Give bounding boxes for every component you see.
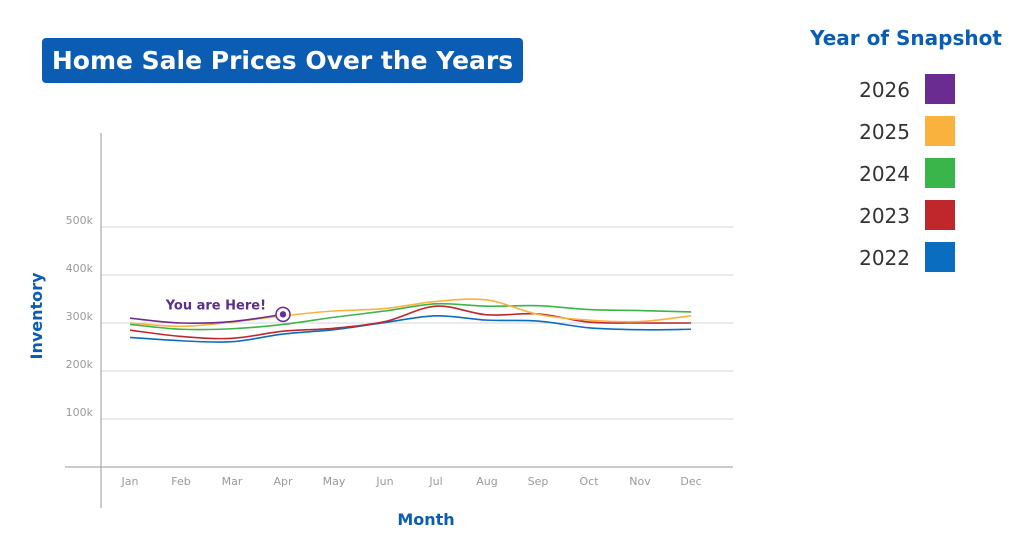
legend-item-2024: 2024 xyxy=(850,158,960,190)
y-tick-label: 300k xyxy=(66,310,94,323)
x-tick-label: Jun xyxy=(375,475,393,488)
y-tick-label: 400k xyxy=(66,262,94,275)
legend-swatch xyxy=(925,158,955,188)
legend-label: 2022 xyxy=(859,246,910,270)
x-tick-label: Apr xyxy=(273,475,293,488)
x-axis-title: Month xyxy=(397,510,454,529)
legend-swatch xyxy=(925,242,955,272)
x-tick-label: Aug xyxy=(476,475,497,488)
legend-label: 2026 xyxy=(859,78,910,102)
legend-item-2022: 2022 xyxy=(850,242,960,274)
you-are-here-label: You are Here! xyxy=(165,298,266,313)
y-tick-label: 500k xyxy=(66,214,94,227)
legend-item-2023: 2023 xyxy=(850,200,960,232)
x-tick-label: Dec xyxy=(680,475,701,488)
x-tick-label: Jan xyxy=(121,475,139,488)
line-chart: 100k 200k 300k 400k 500k Jan Feb Mar Apr May Jun Ju… xyxy=(27,133,733,529)
legend-item-2025: 2025 xyxy=(850,116,960,148)
y-axis-title: Inventory xyxy=(27,272,46,360)
series-line-2023 xyxy=(129,305,692,340)
series-lines xyxy=(129,298,692,343)
tick-labels: 100k 200k 300k 400k 500k Jan Feb Mar Apr May Jun Ju… xyxy=(66,214,702,488)
axes xyxy=(65,133,733,508)
legend-swatch xyxy=(925,200,955,230)
y-tick-label: 200k xyxy=(66,358,94,371)
series-line-2026 xyxy=(129,313,284,325)
annotation: You are Here! xyxy=(165,298,291,323)
chart-title: Home Sale Prices Over the Years xyxy=(42,38,523,83)
x-tick-label: Feb xyxy=(171,475,190,488)
x-tick-label: May xyxy=(323,475,346,488)
x-tick-label: Sep xyxy=(528,475,549,488)
x-tick-label: Nov xyxy=(629,475,651,488)
legend-label: 2024 xyxy=(859,162,910,186)
legend-swatch xyxy=(925,116,955,146)
legend-item-2026: 2026 xyxy=(850,74,960,106)
legend-label: 2023 xyxy=(859,204,910,228)
legend-label: 2025 xyxy=(859,120,910,144)
x-tick-label: Jul xyxy=(428,475,442,488)
series-line-2024 xyxy=(129,302,692,331)
x-tick-label: Mar xyxy=(222,475,243,488)
x-tick-label: Oct xyxy=(579,475,599,488)
legend-swatch xyxy=(925,74,955,104)
series-line-2022 xyxy=(129,314,692,343)
y-tick-label: 100k xyxy=(66,406,94,419)
legend-title: Year of Snapshot xyxy=(810,26,1002,50)
you-are-here-marker-dot xyxy=(279,311,287,318)
